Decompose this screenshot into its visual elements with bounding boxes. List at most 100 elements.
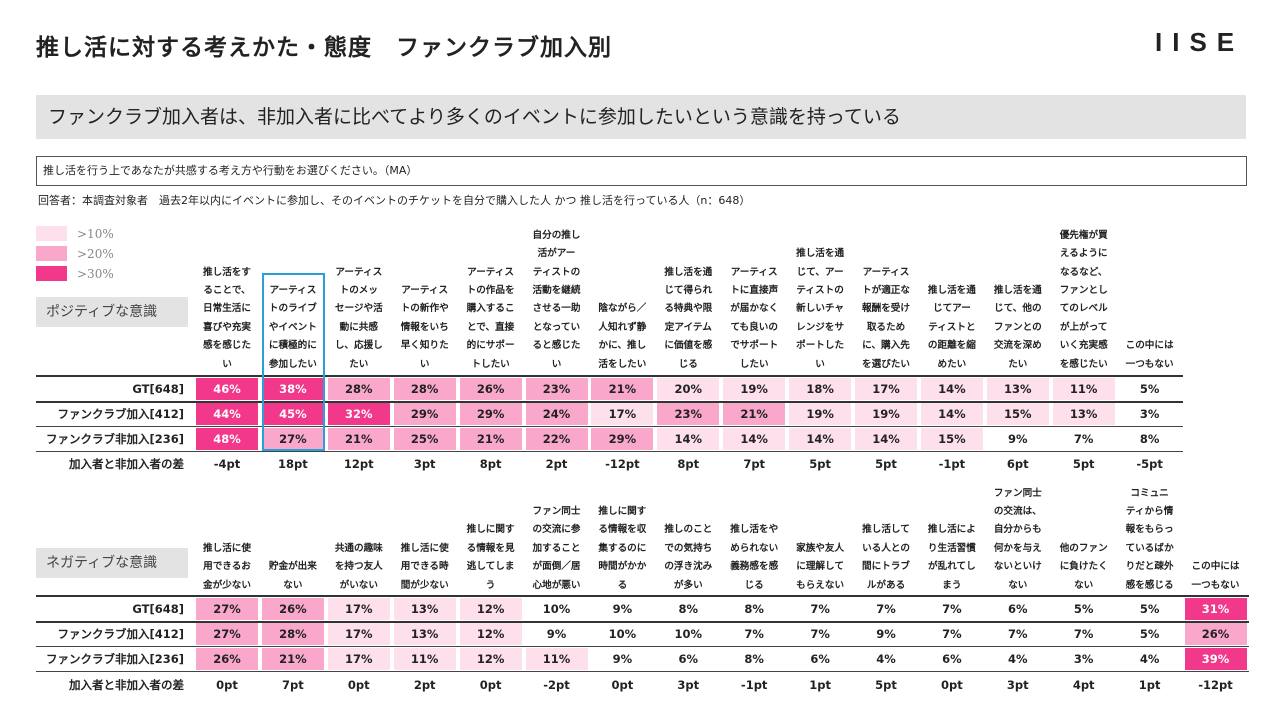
positive-table-cell: 23% [657, 403, 720, 425]
positive-table-cell: 9% [1008, 432, 1028, 446]
negative-table-cell: 9% [612, 652, 633, 666]
negative-table-cell: 13% [393, 623, 456, 645]
positive-table-cell: 29% [393, 403, 456, 425]
positive-row-label: ファンクラブ加入[412] [57, 407, 184, 421]
positive-table-cell: 18% [789, 378, 852, 400]
positive-column-header: アーティス トに直接声 が届かなく ても良いの でサポート したい [730, 266, 779, 370]
negative-table-cell: 6% [678, 652, 699, 666]
negative-table-cell: 7% [744, 627, 764, 641]
negative-diff-cell: -2pt [543, 678, 570, 692]
negative-table-cell: 6% [1008, 602, 1028, 616]
negative-section-label: ネガティブな意識 [36, 548, 188, 578]
positive-table-cell: 28% [327, 378, 390, 400]
negative-column-header: 共通の趣味 を持つ友人 がいない [334, 542, 383, 591]
negative-column-header: 推し活によ り生活習慣 が乱れてし まう [927, 524, 976, 591]
positive-column-header: 推し活をす ることで、 日常生活に 喜びや充実 感を感じた い [203, 266, 251, 370]
positive-diff-cell: 2pt [545, 457, 568, 471]
positive-table-cell: 20% [657, 378, 720, 400]
legend-item-10: >10% [36, 226, 114, 241]
positive-table-cell: 8% [1139, 432, 1160, 446]
negative-table-cell: 12% [459, 598, 522, 620]
positive-column-header: アーティス トが適正な 報酬を受け 取るため に、購入先 を選びたい [862, 266, 910, 370]
negative-column-header: 推しのこと での気持ち の浮き沈み が多い [664, 524, 713, 591]
positive-diff-cell: 7pt [743, 457, 766, 471]
positive-row-label: GT[648] [132, 382, 184, 396]
negative-table-cell: 5% [1073, 602, 1094, 616]
positive-table-cell: 21% [723, 403, 786, 425]
positive-table-cell: 17% [855, 378, 917, 400]
positive-table-cell: 23% [525, 378, 588, 400]
negative-row-label: ファンクラブ非加入[236] [45, 652, 184, 666]
positive-diff-cell: 5pt [875, 457, 897, 471]
negative-diff-cell: 1pt [1138, 678, 1161, 692]
positive-column-header: 推し活を通 じて、他の ファンとの 交流を深め たい [993, 284, 1042, 370]
negative-table-cell: 6% [810, 652, 830, 666]
negative-row-divider [36, 671, 1249, 672]
legend-swatch-10 [36, 226, 67, 241]
negative-column-header: 推しに関す る情報を見 逃してしま う [466, 524, 515, 591]
positive-table-cell: 17% [591, 403, 654, 425]
negative-table-cell: 7% [1008, 627, 1028, 641]
positive-diff-cell: 8pt [677, 457, 700, 471]
positive-table-cell: 48% [196, 428, 258, 450]
positive-row-label: ファンクラブ非加入[236] [45, 432, 184, 446]
negative-column-header: 推し活に使 用できる時 間が少ない [400, 542, 449, 591]
negative-table-cell: 21% [261, 648, 324, 670]
negative-column-header: 他のファン に負けたく ない [1059, 542, 1108, 591]
positive-table-cell: 28% [393, 378, 456, 400]
positive-table-cell: 15% [920, 428, 983, 450]
negative-column-header: 貯金が出来 ない [268, 561, 317, 591]
positive-row-divider [36, 451, 1183, 452]
positive-diff-cell: 5pt [809, 457, 831, 471]
positive-section-label: ポジティブな意識 [36, 297, 188, 327]
headline-banner: ファンクラブ加入者は、非加入者に比べてより多くのイベントに参加したいという意識を… [36, 95, 1246, 139]
positive-column-header: 推し活を通 じてアー ティストと の距離を縮 めたい [927, 284, 976, 370]
positive-table-cell: 38% [261, 378, 324, 400]
positive-column-header: この中には 一つもない [1125, 340, 1174, 370]
positive-table-cell: 44% [196, 403, 258, 425]
positive-column-header: 陰ながら／ 人知れず静 かに、推し 活をしたい [598, 303, 647, 370]
positive-table-cell: 14% [723, 428, 786, 450]
negative-table-cell: 7% [810, 627, 830, 641]
legend-item-30: >30% [36, 266, 114, 281]
negative-table-cell: 6% [942, 652, 962, 666]
negative-column-header: ファン同士 の交流は、 自分からも 何かを与え ないといけ ない [993, 487, 1042, 591]
negative-diff-cell: 3pt [677, 678, 700, 692]
negative-table-cell: 5% [1139, 627, 1160, 641]
negative-diff-cell: 2pt [413, 678, 436, 692]
positive-diff-cell: 6pt [1006, 457, 1029, 471]
negative-table-cell: 9% [546, 627, 567, 641]
negative-diff-cell: 1pt [809, 678, 831, 692]
negative-table-cell: 27% [196, 623, 258, 645]
positive-table-cell: 26% [459, 378, 522, 400]
negative-table-cell: 3% [1073, 652, 1094, 666]
negative-table-cell: 7% [942, 627, 962, 641]
positive-diff-cell: 5pt [1072, 457, 1095, 471]
positive-table-cell: 27% [261, 428, 324, 450]
positive-diff-cell: 18pt [278, 457, 308, 471]
positive-table-cell: 14% [657, 428, 720, 450]
negative-table-cell: 7% [876, 602, 896, 616]
positive-table-cell: 21% [591, 378, 654, 400]
positive-table-cell: 15% [986, 403, 1049, 425]
negative-column-header: 推しに関す る情報を収 集するのに 時間がかか る [598, 505, 647, 591]
positive-table-cell: 24% [525, 403, 588, 425]
negative-table-cell: 10% [674, 627, 703, 641]
positive-table-cell: 14% [789, 428, 852, 450]
negative-diff-cell: 4pt [1072, 678, 1095, 692]
negative-table-cell: 17% [327, 648, 390, 670]
negative-row-label: GT[648] [132, 602, 184, 616]
positive-column-header: 優先権が買 えるように なるなど、 ファンとし てのレベル が上がって いく充実… [1059, 229, 1108, 370]
legend-label-20: >20% [77, 246, 114, 261]
legend-swatch-30 [36, 266, 67, 281]
positive-table-cell: 22% [525, 428, 588, 450]
negative-table-cell: 17% [327, 598, 390, 620]
negative-diff-cell: 0pt [611, 678, 634, 692]
negative-column-header: 推し活に使 用できるお 金が少ない [203, 542, 251, 591]
negative-column-header: この中には 一つもない [1191, 561, 1240, 591]
positive-table-cell: 14% [920, 378, 983, 400]
legend-swatch-20 [36, 246, 67, 261]
positive-diff-cell: 12pt [343, 457, 374, 471]
negative-diff-cell: 0pt [347, 678, 370, 692]
negative-column-header: 推し活して いる人との 間にトラブ ルがある [862, 524, 910, 591]
